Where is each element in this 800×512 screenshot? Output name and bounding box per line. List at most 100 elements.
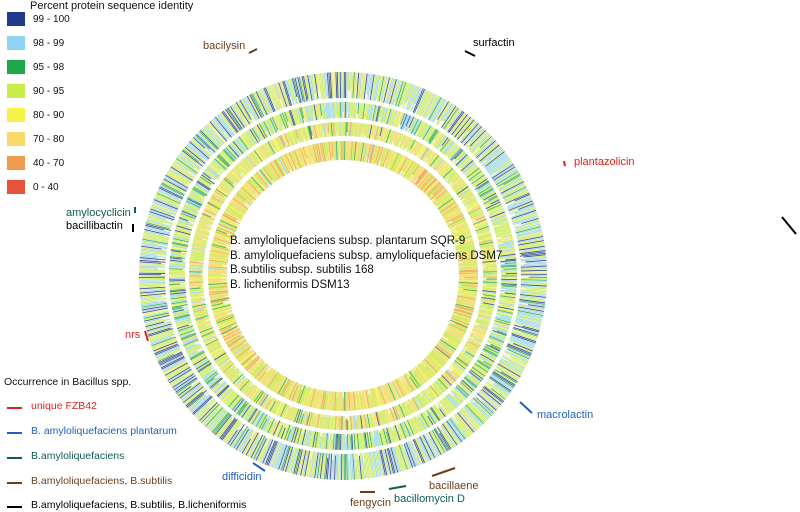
identity-tick [324, 72, 328, 96]
identity-tick [201, 368, 216, 379]
identity-tick [250, 360, 265, 376]
identity-tick [316, 124, 321, 139]
identity-tick [246, 356, 261, 371]
identity-tick [457, 356, 470, 366]
identity-tick [178, 154, 200, 171]
identity-tick [389, 109, 395, 126]
identity-tick [469, 209, 483, 217]
identity-tick [522, 325, 540, 332]
identity-tick [222, 390, 235, 403]
identity-tick [256, 437, 269, 462]
identity-tick [371, 431, 375, 448]
identity-tick [298, 409, 303, 424]
identity-tick [406, 137, 412, 149]
identity-tick [442, 423, 458, 446]
identity-tick [331, 72, 334, 99]
identity-tick [352, 436, 355, 450]
identity-tick [171, 165, 194, 180]
identity-tick [445, 421, 461, 443]
identity-tick [466, 403, 486, 424]
identity-tick [234, 194, 245, 203]
legend-swatch [7, 12, 25, 26]
identity-tick [465, 193, 474, 199]
identity-tick [417, 418, 424, 431]
identity-tick [408, 86, 419, 111]
identity-tick [335, 415, 337, 430]
identity-tick [274, 443, 284, 469]
identity-tick [361, 103, 365, 120]
identity-tick [375, 430, 380, 447]
identity-tick [437, 162, 448, 174]
identity-tick [182, 336, 198, 344]
identity-tick [203, 209, 216, 216]
identity-tick [432, 429, 447, 453]
identity-tick [419, 91, 432, 116]
identity-tick [477, 217, 486, 223]
identity-tick [150, 208, 176, 218]
identity-tick [337, 122, 339, 137]
identity-tick [461, 387, 471, 396]
identity-tick [236, 164, 247, 175]
identity-tick [289, 426, 296, 443]
identity-tick [386, 78, 395, 104]
identity-tick [457, 412, 475, 433]
identity-tick [422, 177, 436, 192]
identity-tick [212, 118, 225, 133]
legend-range: 0 - 40 [33, 182, 59, 193]
identity-tick [211, 349, 225, 358]
identity-tick [525, 288, 547, 291]
identity-tick [425, 181, 440, 196]
identity-tick [479, 241, 494, 246]
identity-tick [439, 137, 450, 152]
identity-tick [439, 199, 455, 211]
identity-tick [362, 123, 365, 133]
identity-tick [316, 73, 320, 91]
identity-tick [269, 140, 275, 149]
identity-tick [457, 291, 477, 296]
identity-tick [336, 141, 339, 161]
identity-tick [192, 395, 212, 414]
identity-tick [384, 149, 392, 167]
identity-tick [404, 161, 415, 178]
identity-tick [216, 186, 229, 196]
identity-tick [380, 147, 386, 159]
identity-tick [491, 216, 507, 223]
identity-tick [212, 240, 225, 245]
identity-tick [293, 448, 301, 475]
identity-tick [198, 130, 218, 151]
identity-tick [443, 208, 461, 219]
identity-tick [213, 192, 226, 201]
identity-tick [286, 152, 294, 167]
identity-tick [166, 364, 190, 379]
identity-tick [200, 216, 214, 224]
identity-tick [263, 143, 272, 156]
identity-tick [309, 431, 314, 447]
identity-tick [371, 74, 377, 101]
identity-tick [365, 123, 369, 135]
identity-tick [208, 279, 228, 282]
identity-tick [447, 419, 464, 442]
identity-tick [368, 434, 372, 448]
identity-tick [430, 98, 445, 122]
identity-tick [520, 268, 547, 271]
identity-tick [211, 301, 225, 306]
identity-tick [273, 400, 281, 414]
identity-tick [483, 384, 505, 401]
identity-tick [357, 142, 362, 162]
identity-tick [295, 384, 304, 403]
identity-tick [248, 359, 263, 374]
identity-tick [454, 182, 466, 192]
identity-tick [196, 226, 209, 232]
identity-tick [328, 415, 331, 430]
identity-tick [392, 406, 399, 421]
identity-tick [295, 428, 301, 444]
identity-tick [291, 448, 300, 474]
identity-tick [454, 150, 465, 161]
identity-tick [241, 438, 251, 454]
identity-tick [336, 102, 338, 115]
identity-tick [306, 411, 311, 426]
identity-tick [224, 209, 242, 220]
identity-tick [441, 405, 449, 415]
identity-tick [439, 350, 450, 360]
identity-tick [405, 84, 414, 104]
